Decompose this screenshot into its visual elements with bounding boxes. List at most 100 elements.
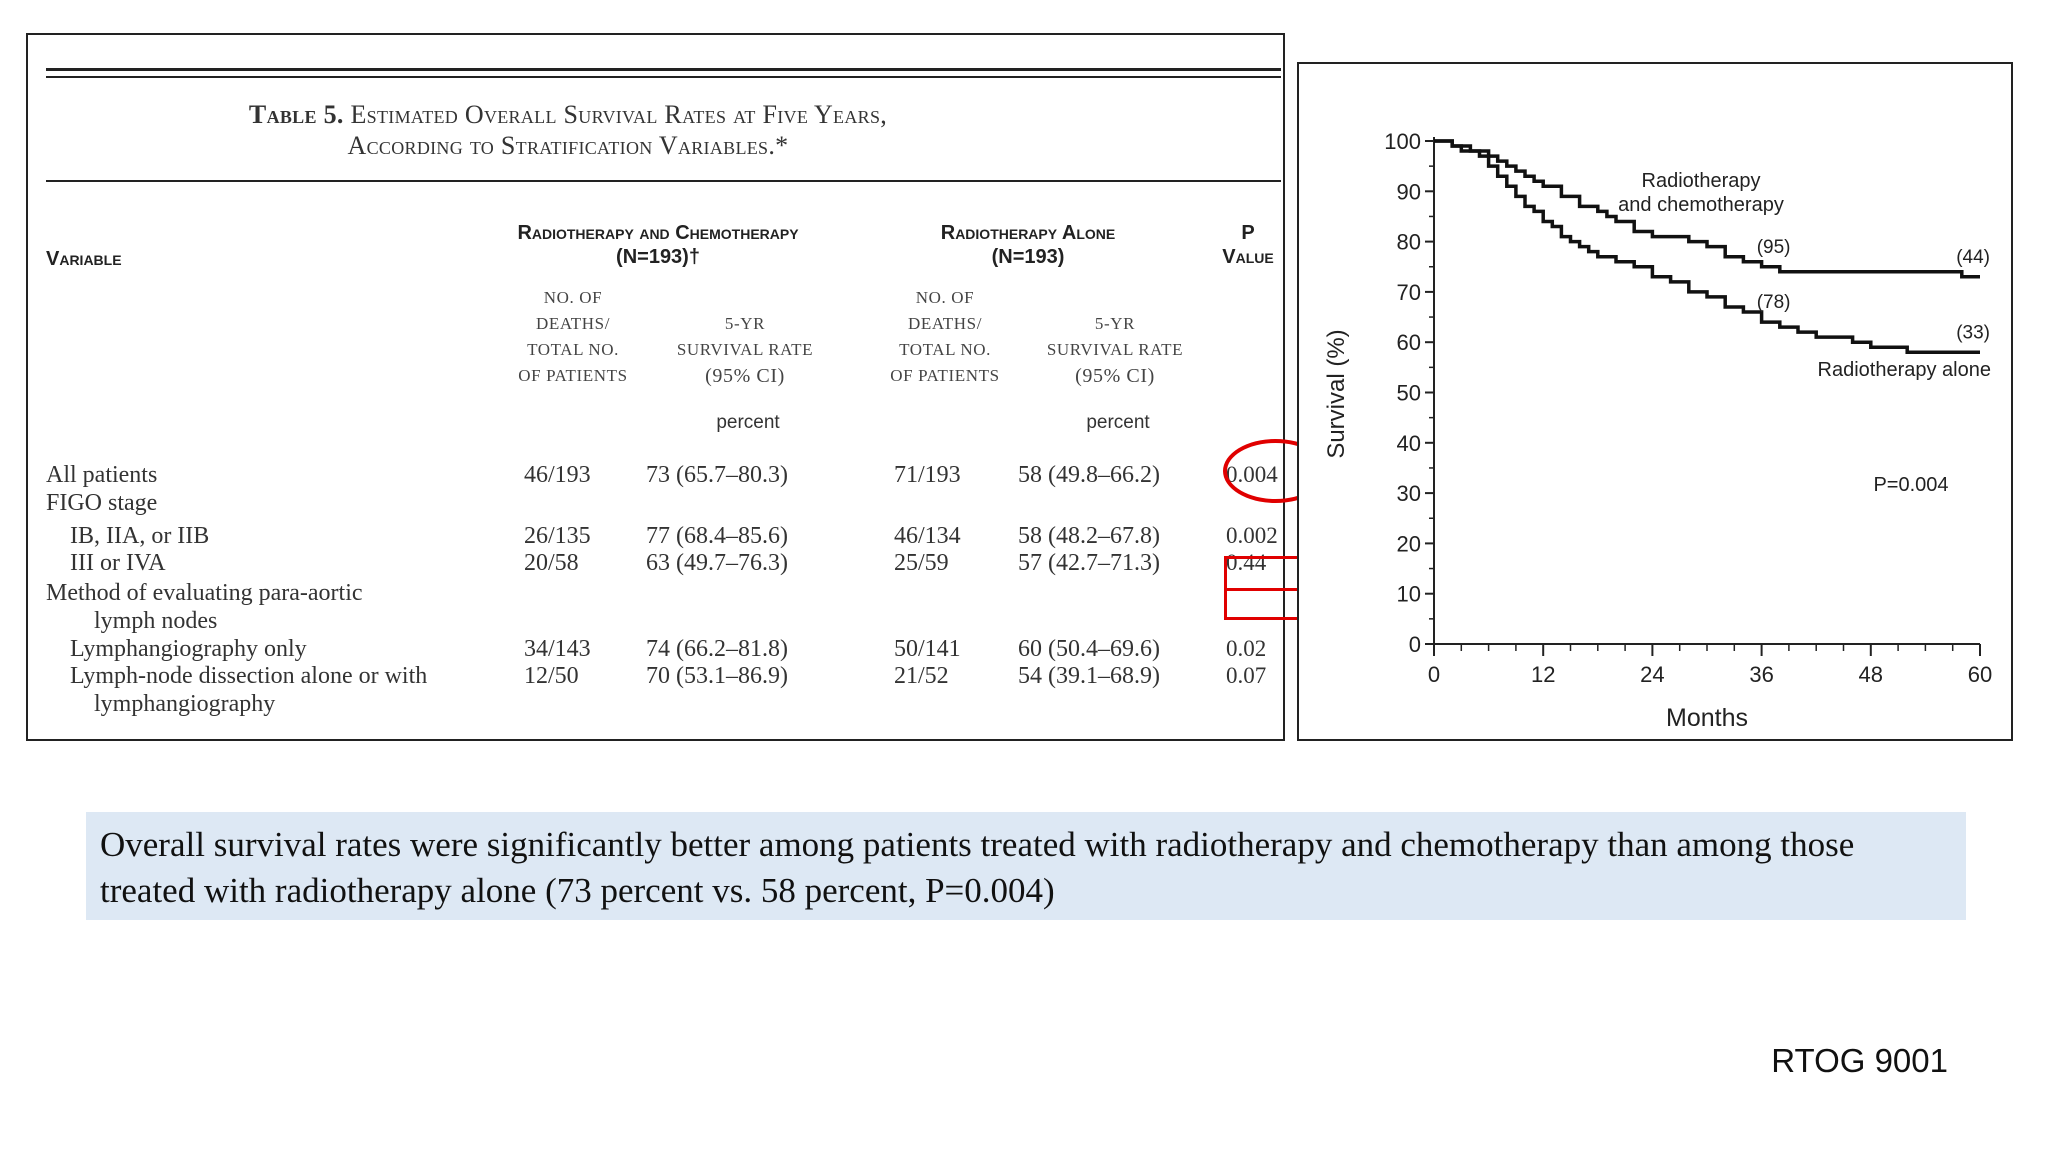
group1-header: Radiotherapy and Chemotherapy (N=193)†	[468, 221, 848, 269]
rate-radio: 60 (50.4–69.6)	[1018, 636, 1160, 662]
p-value-header: P Value	[1208, 221, 1288, 269]
subheader-line: DEATHS/	[535, 314, 611, 333]
survival-table-figure: Table 5. Estimated Overall Survival Rate…	[26, 33, 1328, 741]
x-tick-label: 0	[1428, 662, 1440, 687]
y-tick-label: 40	[1397, 431, 1421, 456]
row-label: Lymphangiography only	[70, 636, 307, 662]
y-axis-label: Survival (%)	[1323, 329, 1350, 458]
deaths-chemo: 34/143	[524, 636, 591, 662]
p-value: 0.07	[1226, 663, 1267, 688]
p-value: 0.002	[1226, 523, 1278, 548]
row-label: All patients	[46, 462, 158, 488]
y-tick-label: 10	[1397, 582, 1421, 607]
subheader-line: NO. OF	[543, 288, 603, 307]
summary-text: Overall survival rates were significantl…	[100, 825, 1855, 910]
box-divider	[1227, 588, 1309, 591]
y-tick-label: 30	[1397, 481, 1421, 506]
group2-deaths-subheader: NO. OF DEATHS/ TOTAL NO. OF PATIENTS	[870, 285, 1020, 389]
y-tick-label: 90	[1397, 179, 1421, 204]
rate-radio: 54 (39.1–68.9)	[1018, 663, 1160, 689]
deaths-radio: 71/193	[894, 462, 961, 488]
y-tick-label: 70	[1397, 280, 1421, 305]
deaths-radio: 50/141	[894, 636, 961, 662]
x-tick-label: 12	[1531, 662, 1555, 687]
row-label: III or IVA	[70, 550, 166, 576]
subheader-line: DEATHS/	[907, 314, 983, 333]
x-tick-label: 48	[1859, 662, 1883, 687]
deaths-chemo: 20/58	[524, 550, 579, 576]
axes: 0 10 20 30 40 50 60 70 80 90 100 0 12 24 36 48 60	[1384, 129, 1992, 687]
variable-header: Variable	[46, 248, 122, 270]
x-axis-label: Months	[1666, 704, 1748, 732]
subheader-line: (95% CI)	[705, 365, 785, 387]
p-value: 0.02	[1226, 636, 1267, 661]
y-tick-label: 60	[1397, 330, 1421, 355]
group1-deaths-subheader: NO. OF DEATHS/ TOTAL NO. OF PATIENTS	[498, 285, 648, 389]
subheader-line: TOTAL NO.	[899, 340, 991, 359]
top-double-rule-2	[46, 76, 1281, 78]
y-tick-label: 50	[1397, 381, 1421, 406]
rate-chemo: 74 (66.2–81.8)	[646, 636, 788, 662]
rate-radio: 57 (42.7–71.3)	[1018, 550, 1160, 576]
row-label: lymph nodes	[94, 608, 218, 634]
group1-unit-label: percent	[716, 412, 780, 433]
subheader-line: OF PATIENTS	[518, 366, 628, 385]
subheader-line: OF PATIENTS	[890, 366, 1000, 385]
row-label: Method of evaluating para-aortic	[46, 580, 363, 606]
deaths-chemo: 12/50	[524, 663, 579, 689]
subheader-line: TOTAL NO.	[527, 340, 619, 359]
at-risk-label: (95)	[1757, 237, 1791, 258]
subheader-line: 5-YR	[724, 314, 766, 333]
p-header-value: Value	[1222, 246, 1274, 268]
at-risk-label: (44)	[1956, 247, 1990, 268]
group2-title: Radiotherapy Alone	[940, 222, 1116, 244]
p-value-annotation: P=0.004	[1873, 474, 1948, 496]
p-header-p: P	[1241, 222, 1255, 244]
rate-chemo: 63 (49.7–76.3)	[646, 550, 788, 576]
row-label: lymphangiography	[94, 691, 276, 717]
row-label: FIGO stage	[46, 490, 158, 516]
subheader-line: (95% CI)	[1075, 365, 1155, 387]
rate-radio: 58 (48.2–67.8)	[1018, 523, 1160, 549]
group2-unit-label: percent	[1086, 412, 1150, 433]
table-number: Table 5.	[248, 100, 344, 129]
group2-header: Radiotherapy Alone (N=193)	[848, 221, 1208, 269]
deaths-chemo: 26/135	[524, 523, 591, 549]
legend-chemo-line1: Radiotherapy	[1642, 170, 1761, 192]
km-plot: 0 10 20 30 40 50 60 70 80 90 100 0 12 24 36 48 60 (95) (4…	[1323, 129, 1992, 732]
group1-title: Radiotherapy and Chemotherapy	[517, 222, 799, 244]
summary-callout: Overall survival rates were significantl…	[86, 812, 1966, 920]
survival-curve-chart: 0 10 20 30 40 50 60 70 80 90 100 0 12 24 36 48 60 (95) (4…	[1297, 62, 2013, 741]
title-rule	[46, 180, 1281, 182]
group2-n: (N=193)	[991, 246, 1065, 268]
y-tick-label: 80	[1397, 230, 1421, 255]
top-double-rule-1	[46, 68, 1281, 71]
at-risk-label: (33)	[1956, 322, 1990, 343]
y-tick-label: 100	[1384, 129, 1421, 154]
rate-chemo: 77 (68.4–85.6)	[646, 523, 788, 549]
x-tick-label: 60	[1968, 662, 1992, 687]
x-tick-label: 36	[1749, 662, 1773, 687]
trial-label: RTOG 9001	[1771, 1042, 1948, 1079]
group1-n: (N=193)†	[616, 246, 700, 268]
deaths-radio: 25/59	[894, 550, 949, 576]
subheader-line: SURVIVAL RATE	[1046, 340, 1184, 359]
deaths-radio: 46/134	[894, 523, 961, 549]
group1-rate-subheader: 5-YR SURVIVAL RATE (95% CI)	[660, 311, 830, 389]
curve-radiotherapy-alone	[1434, 139, 1980, 355]
y-tick-label: 20	[1397, 531, 1421, 556]
subheader-line: SURVIVAL RATE	[676, 340, 814, 359]
table-title-line2: According to Stratification Variables.*	[347, 131, 789, 160]
deaths-chemo: 46/193	[524, 462, 591, 488]
table-title-line1: Estimated Overall Survival Rates at Five…	[350, 100, 888, 129]
p-value: 0.44	[1226, 550, 1267, 575]
subheader-line: NO. OF	[915, 288, 975, 307]
y-tick-label: 0	[1409, 632, 1421, 657]
table-title: Table 5. Estimated Overall Survival Rate…	[28, 99, 1108, 161]
deaths-radio: 21/52	[894, 663, 949, 689]
rate-chemo: 70 (53.1–86.9)	[646, 663, 788, 689]
curves: (95) (44) (78) (33)	[1434, 139, 1990, 355]
subheader-line: 5-YR	[1094, 314, 1136, 333]
group2-rate-subheader: 5-YR SURVIVAL RATE (95% CI)	[1030, 311, 1200, 389]
at-risk-label: (78)	[1757, 292, 1791, 313]
